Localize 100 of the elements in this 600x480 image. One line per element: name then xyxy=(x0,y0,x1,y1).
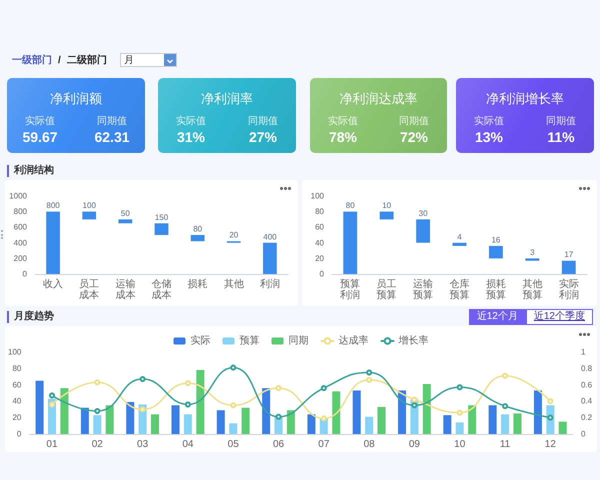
chart-title: 月度趋势 xyxy=(14,311,54,323)
data-label: 4 xyxy=(457,232,462,242)
bar xyxy=(558,422,567,434)
data-label: 150 xyxy=(154,212,169,222)
point xyxy=(502,403,508,410)
data-label: 80 xyxy=(346,201,356,210)
text: 实际值 xyxy=(474,116,504,127)
legend-label: 同期 xyxy=(288,334,308,346)
x-tick-label: 01 xyxy=(46,439,58,450)
text: 净利润达成率 xyxy=(340,91,418,106)
point xyxy=(411,396,418,403)
y-tick-label: 200 xyxy=(14,254,28,263)
x-tick-label: 04 xyxy=(182,439,194,450)
point xyxy=(230,364,236,371)
bar xyxy=(118,219,132,224)
y-tick-label: 800 xyxy=(14,207,28,216)
bar xyxy=(332,391,340,434)
point xyxy=(184,380,191,386)
x-tick-label: 运输预算 xyxy=(413,278,434,301)
y-tick-label: 100 xyxy=(8,348,22,356)
bar xyxy=(352,390,361,434)
point xyxy=(94,408,100,414)
bar xyxy=(422,384,431,434)
text: 二级部门 xyxy=(66,55,107,67)
bar xyxy=(190,235,205,242)
bar xyxy=(229,423,238,434)
point xyxy=(547,414,554,421)
bar xyxy=(184,414,192,434)
bar xyxy=(196,370,204,434)
bar xyxy=(93,415,102,434)
text: 一级部门 xyxy=(12,55,52,67)
y2-tick-label: 0.8 xyxy=(581,364,593,373)
text: 同期值 xyxy=(546,116,576,127)
point xyxy=(276,414,282,420)
bar xyxy=(456,422,464,434)
x-tick-label: 05 xyxy=(228,439,240,450)
y2-tick-label: 1 xyxy=(581,348,586,356)
bar xyxy=(172,405,180,434)
x-tick-label: 仓库预算 xyxy=(450,278,470,301)
bar xyxy=(126,402,134,434)
x-tick-label: 06 xyxy=(272,439,285,450)
bar xyxy=(80,408,89,434)
data-label: 17 xyxy=(564,250,574,260)
point xyxy=(320,385,327,392)
data-label: 3 xyxy=(530,248,536,257)
y-tick-label: 60 xyxy=(12,380,22,390)
x-tick-label: 员工预算 xyxy=(376,279,397,301)
x-tick-label: 11 xyxy=(500,439,511,450)
x-tick-label: 07 xyxy=(318,439,330,450)
x-tick-label: 其他 xyxy=(224,278,244,290)
data-label: 50 xyxy=(120,208,130,218)
bar xyxy=(443,415,452,434)
bar xyxy=(488,405,497,434)
tab-button[interactable]: 近12个月 xyxy=(468,309,526,325)
text: 净利润额 xyxy=(50,91,102,106)
data-label: 30 xyxy=(418,208,428,218)
data-label: 16 xyxy=(491,235,501,244)
y-tick-label: 600 xyxy=(14,222,28,232)
point xyxy=(49,392,55,398)
bar xyxy=(398,390,406,434)
y-tick-label: 40 xyxy=(12,396,22,406)
bar xyxy=(154,223,168,235)
bar xyxy=(82,212,96,220)
y-tick-label: 400 xyxy=(14,238,28,248)
text: 同期值 xyxy=(97,116,127,127)
text: 31% xyxy=(176,129,206,145)
text: 同期值 xyxy=(399,116,429,127)
text: 同期值 xyxy=(248,116,278,127)
point xyxy=(140,376,146,382)
x-tick-label: 员工成本 xyxy=(79,279,100,301)
tab-button[interactable]: 近12个季度 xyxy=(526,309,593,325)
bar xyxy=(562,260,576,274)
y-tick-label: 20 xyxy=(12,413,22,422)
point xyxy=(230,402,236,408)
text: 13% xyxy=(474,129,504,145)
data-label: 800 xyxy=(46,201,60,210)
point xyxy=(456,410,463,416)
dropdown[interactable]: 月 xyxy=(120,53,177,67)
legend-label: 达成率 xyxy=(338,334,368,346)
y-tick-label: 80 xyxy=(315,207,325,216)
x-tick-label: 预算利润 xyxy=(340,278,360,301)
x-tick-label: 实际利润 xyxy=(558,278,579,301)
bar xyxy=(151,414,160,434)
bar xyxy=(365,416,374,434)
text: 62.31 xyxy=(94,129,130,145)
y2-tick-label: 0 xyxy=(581,430,586,438)
point xyxy=(140,406,146,412)
text: 净利润增长率 xyxy=(486,91,564,106)
x-tick-label: 运输成本 xyxy=(115,278,136,301)
data-label: 20 xyxy=(229,230,239,240)
x-tick-label: 03 xyxy=(137,439,149,450)
x-tick-label: 损耗预算 xyxy=(486,278,506,301)
point xyxy=(320,415,327,422)
text: 72% xyxy=(400,129,428,145)
x-tick-label: 02 xyxy=(92,439,104,450)
y2-tick-label: 0.4 xyxy=(581,396,593,406)
x-tick-label: 利润 xyxy=(260,278,280,290)
data-label: 10 xyxy=(382,201,392,210)
bar xyxy=(343,212,358,274)
bar xyxy=(513,414,522,434)
